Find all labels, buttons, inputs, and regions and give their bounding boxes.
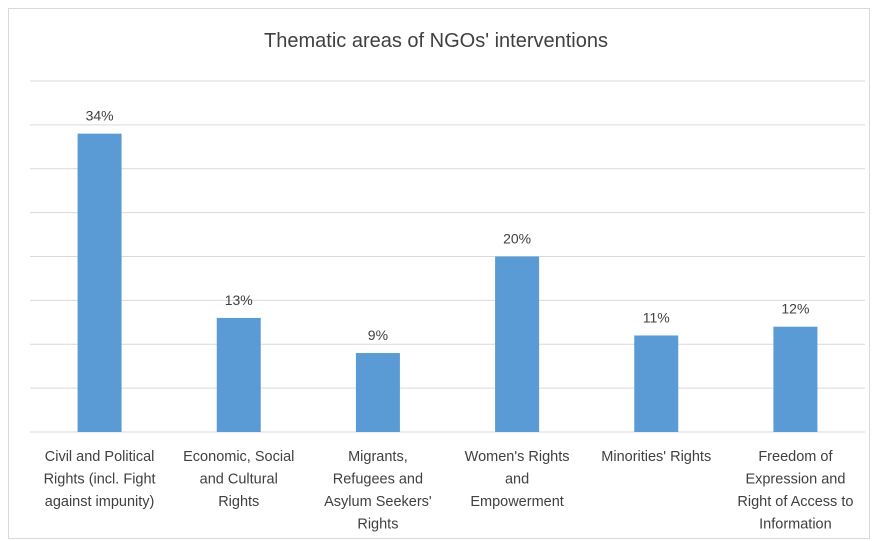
category-label: Migrants, Refugees and Asylum Seekers' Righ… bbox=[324, 449, 432, 533]
category-label-line: Minorities' Rights bbox=[601, 449, 711, 465]
category-label-line: Migrants, bbox=[348, 449, 408, 465]
category-label-line: Economic, Social bbox=[183, 449, 294, 465]
data-label: 13% bbox=[225, 292, 253, 308]
category-label-line: Right of Access to bbox=[737, 494, 853, 510]
category-label-line: Information bbox=[759, 517, 832, 533]
category-label-line: Rights bbox=[357, 517, 398, 533]
category-label-line: Asylum Seekers' bbox=[324, 494, 432, 510]
category-label-line: and bbox=[505, 472, 529, 488]
bar bbox=[495, 256, 540, 432]
chart-title: Thematic areas of NGOs' interventions bbox=[264, 30, 608, 52]
category-label-line: Refugees and bbox=[333, 472, 423, 488]
category-label-line: Rights bbox=[218, 494, 259, 510]
data-label: 34% bbox=[86, 108, 114, 124]
category-label-line: and Cultural bbox=[200, 472, 278, 488]
data-label: 9% bbox=[368, 327, 388, 343]
bar bbox=[773, 326, 818, 432]
bar bbox=[355, 353, 400, 432]
category-label-line: against impunity) bbox=[45, 494, 155, 510]
category-label-line: Freedom of bbox=[758, 449, 833, 465]
data-label: 12% bbox=[781, 301, 809, 317]
category-label-line: Civil and Political bbox=[45, 449, 155, 465]
data-label: 11% bbox=[643, 309, 670, 325]
bar bbox=[634, 335, 679, 432]
category-label: Civil and Political Rights (incl. Fight ag… bbox=[44, 449, 156, 510]
bar bbox=[77, 133, 122, 432]
bar bbox=[216, 317, 261, 432]
category-label: Women's Rights and Empowerment bbox=[465, 449, 570, 510]
category-label: Minorities' Rights bbox=[601, 449, 711, 465]
category-label-line: Rights (incl. Fight bbox=[44, 472, 156, 488]
data-label: 20% bbox=[503, 231, 531, 247]
chart-frame bbox=[8, 8, 870, 539]
category-label-line: Women's Rights bbox=[465, 449, 570, 465]
category-label-line: Empowerment bbox=[470, 494, 563, 510]
category-label: Economic, Social and Cultural Rights bbox=[183, 449, 294, 510]
category-label: Freedom of Expression and Right of Access … bbox=[737, 449, 853, 533]
category-label-line: Expression and bbox=[745, 472, 845, 488]
